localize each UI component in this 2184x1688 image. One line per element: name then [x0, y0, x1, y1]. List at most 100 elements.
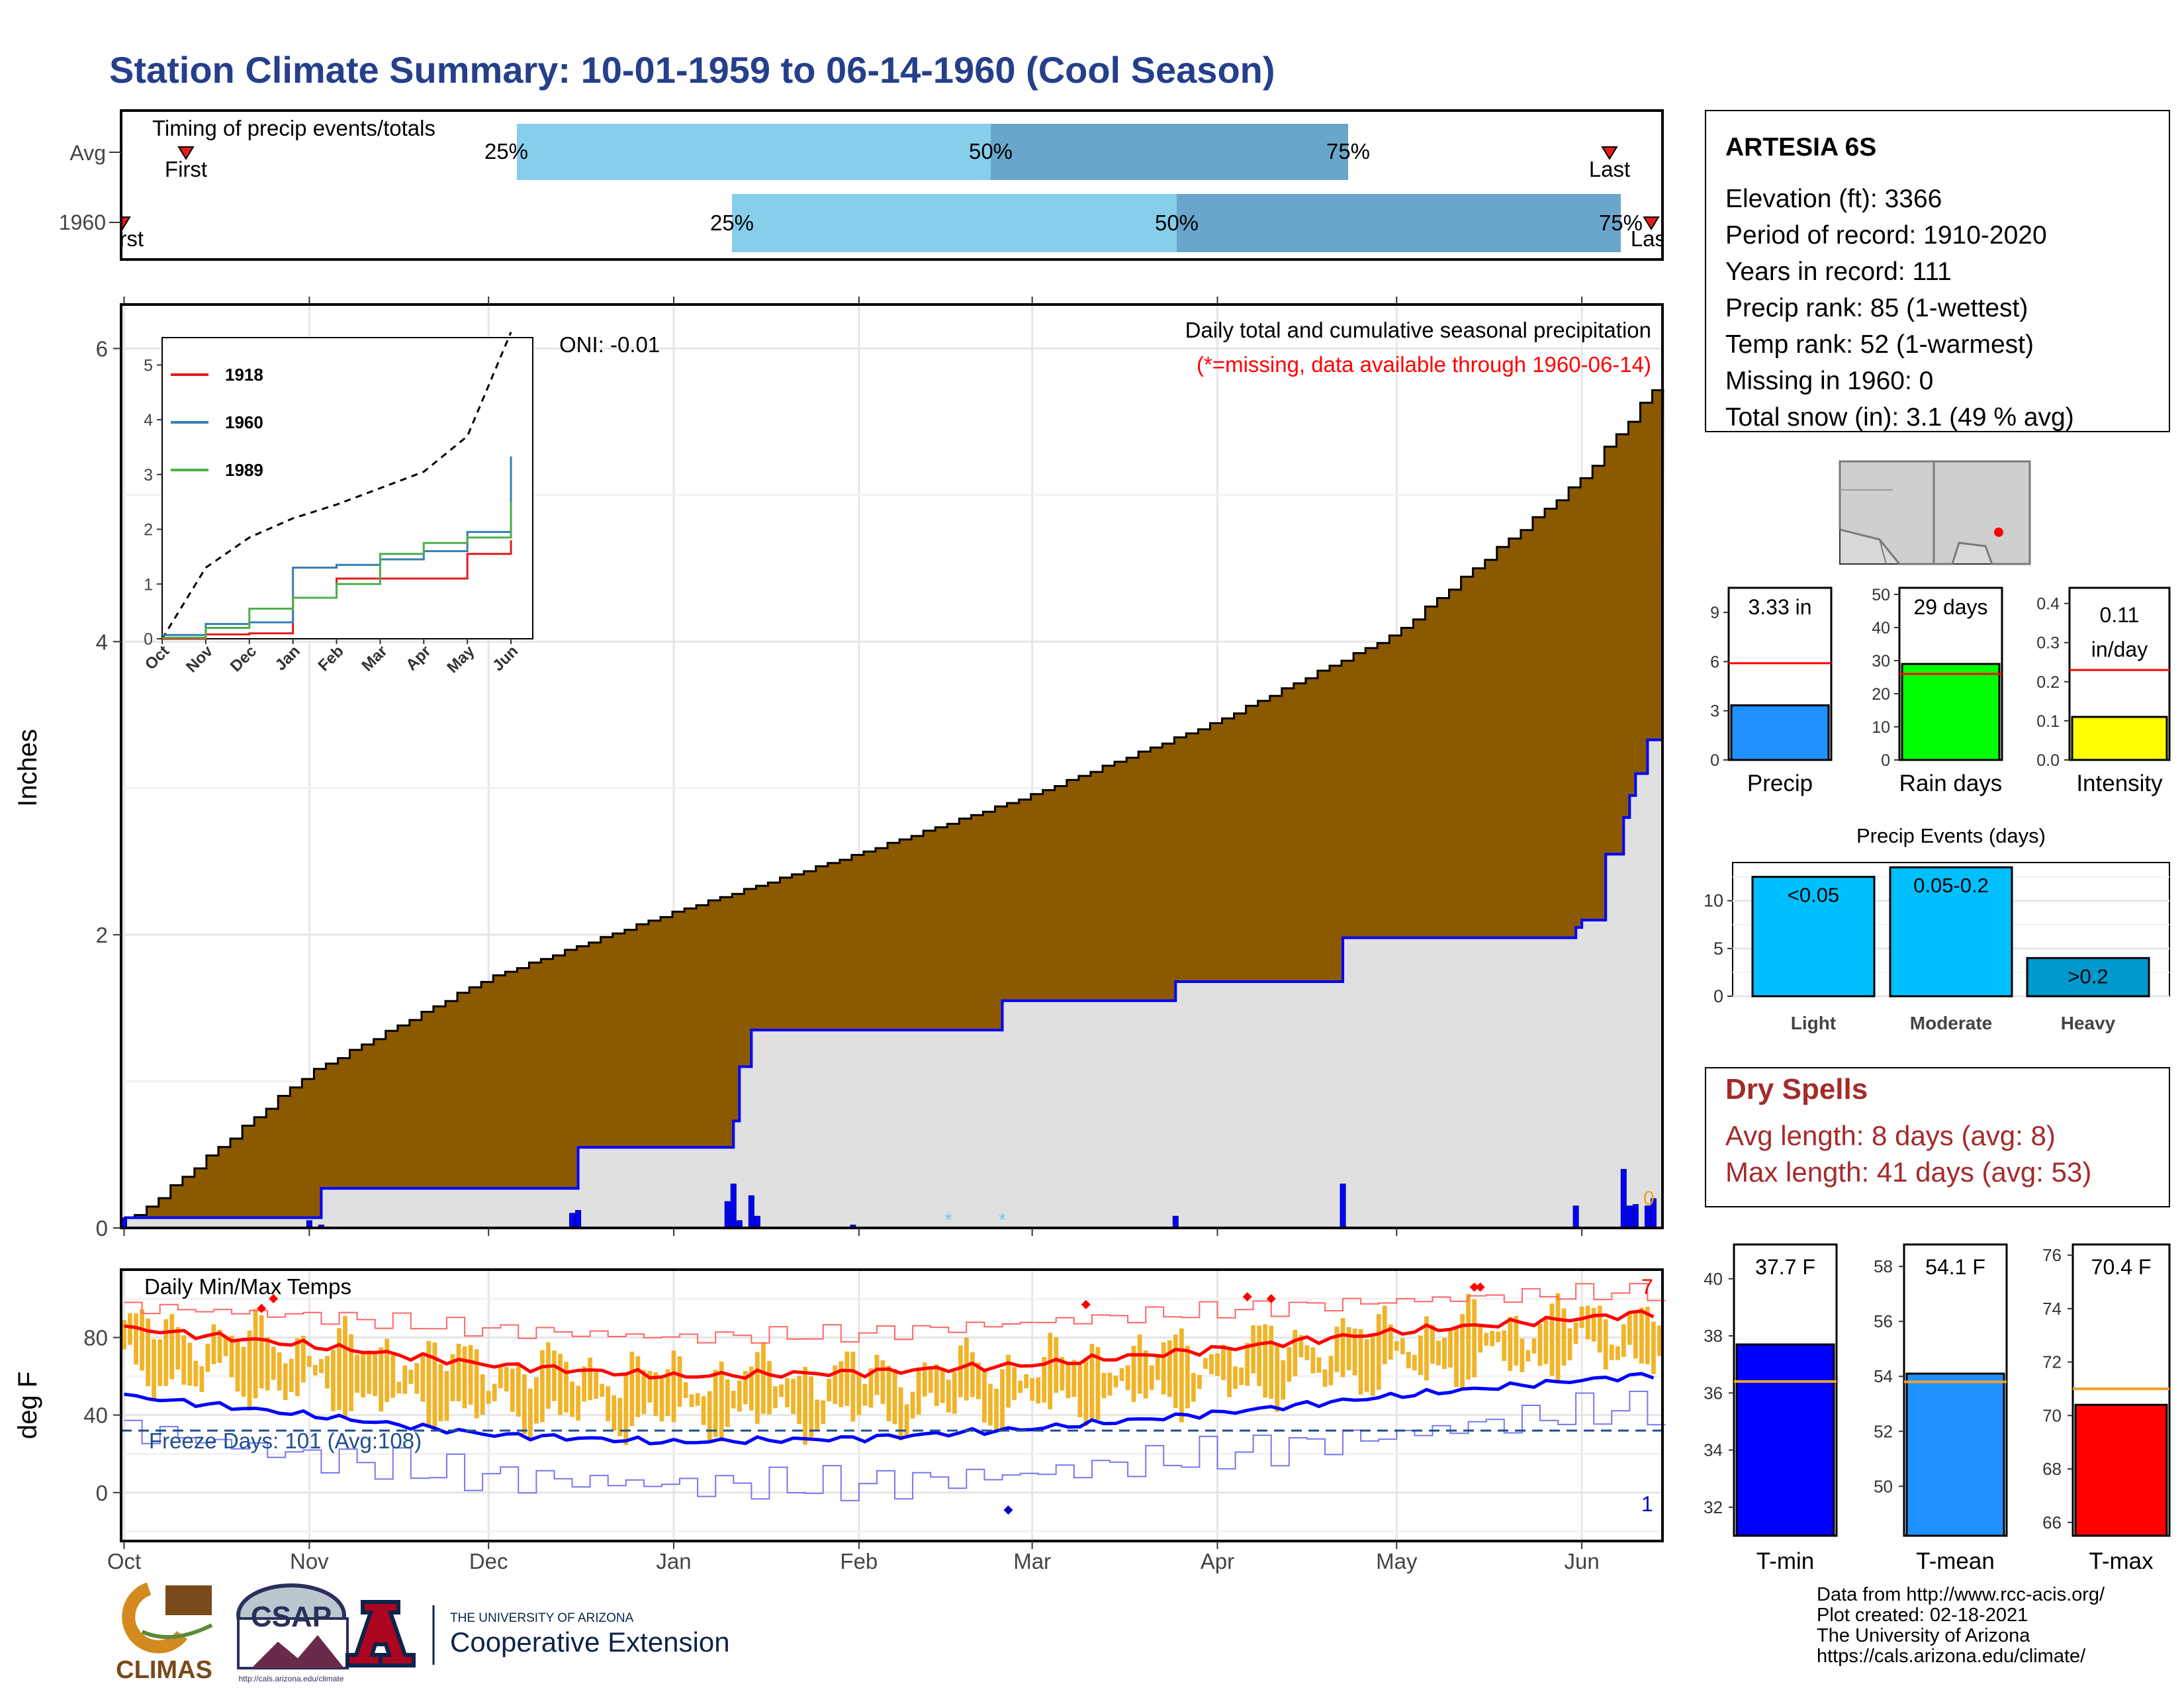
daily-temp-bar	[576, 1385, 580, 1421]
daily-temp-bar	[964, 1337, 969, 1401]
daily-temp-bar	[898, 1387, 903, 1441]
daily-temp-bar	[713, 1370, 718, 1437]
daily-temp-bar	[1089, 1344, 1095, 1419]
ua-small-text: THE UNIVERSITY OF ARIZONA	[450, 1611, 634, 1625]
daily-temp-bar	[994, 1388, 999, 1430]
daily-temp-bar	[952, 1372, 957, 1414]
timing-panel-frame	[120, 109, 1664, 261]
daily-temp-bar	[582, 1366, 587, 1402]
daily-temp-bar	[355, 1354, 359, 1393]
tmax-value-label: 70.4 F	[2091, 1255, 2152, 1279]
daily-temp-bar	[970, 1352, 975, 1397]
daily-precip-bar	[748, 1195, 754, 1229]
daily-temp-bar	[1042, 1357, 1047, 1403]
daily-temp-bar	[683, 1382, 688, 1398]
record-high-marker	[257, 1303, 267, 1313]
daily-temp-bar	[1215, 1353, 1220, 1376]
inset-legend: 1918 1960 1989	[171, 365, 263, 480]
daily-precip-bar	[1172, 1215, 1179, 1229]
daily-temp-bar	[725, 1379, 730, 1427]
intensity-unit-label: in/day	[2091, 637, 2148, 661]
daily-temp-bar	[516, 1364, 521, 1417]
station-years: Years in record: 111	[1725, 258, 1952, 286]
precip-bar	[1730, 704, 1830, 761]
timing-1960-first-label: First	[101, 226, 144, 251]
avg-max-line	[124, 1309, 1655, 1380]
daily-temp-bar	[1293, 1330, 1298, 1377]
daily-temp-bar	[570, 1382, 574, 1417]
daily-temp-bar	[1615, 1346, 1620, 1360]
inset-legend-1989: 1989	[225, 460, 263, 480]
daily-temp-bar	[1203, 1358, 1208, 1369]
timing-avg-bar-50-75	[991, 124, 1348, 180]
daily-temp-bar	[1275, 1345, 1280, 1412]
daily-temp-bar	[1298, 1335, 1304, 1358]
daily-temp-bar	[1233, 1366, 1238, 1389]
daily-temp-bar	[827, 1378, 832, 1402]
daily-temp-bar	[1131, 1346, 1136, 1402]
daily-temp-bar	[1227, 1348, 1232, 1397]
daily-temp-bar	[1591, 1307, 1596, 1342]
daily-temp-bar	[976, 1362, 981, 1399]
daily-temp-bar	[922, 1362, 927, 1397]
daily-temp-bar	[486, 1391, 491, 1404]
precip-y-axis-label: Inches	[13, 729, 42, 807]
daily-temp-bar	[468, 1344, 473, 1405]
daily-temp-bar	[1514, 1315, 1519, 1366]
daily-temp-bar	[1645, 1307, 1650, 1364]
daily-temp-bar	[1382, 1305, 1387, 1365]
daily-temp-bar	[1334, 1327, 1340, 1372]
timing-panel: Timing of precip events/totals First 25%…	[59, 109, 1664, 261]
station-temp-rank: Temp rank: 52 (1-warmest)	[1725, 330, 2034, 359]
daily-temp-bar	[1071, 1360, 1077, 1397]
tmin-tick-label: 34	[1704, 1440, 1723, 1460]
daily-temp-bar	[821, 1400, 826, 1425]
daily-temp-bar	[1418, 1335, 1423, 1376]
daily-temp-bar	[414, 1363, 420, 1394]
month-label-Dec: Dec	[469, 1549, 508, 1573]
daily-temp-bar	[283, 1363, 288, 1401]
daily-temp-bar	[1179, 1328, 1184, 1423]
daily-temp-bar	[1012, 1367, 1017, 1400]
daily-temp-bar	[1466, 1293, 1471, 1380]
precip-y-tick-label: 2	[96, 923, 108, 947]
tmax-tick-label: 76	[2042, 1245, 2062, 1265]
dry-spells-title: Dry Spells	[1725, 1073, 1868, 1105]
avg-min-line	[124, 1372, 1655, 1446]
events-category-label: Moderate	[1910, 1013, 1992, 1033]
daily-temp-bar	[701, 1396, 706, 1425]
daily-temp-bar	[904, 1404, 909, 1437]
daily-temp-bar	[868, 1368, 874, 1408]
daily-temp-bar	[426, 1340, 432, 1427]
daily-temp-bar	[623, 1375, 629, 1445]
daily-temp-bar	[1388, 1324, 1393, 1360]
intensity-tick-label: 0.4	[2036, 595, 2060, 614]
daily-temp-bar	[1621, 1324, 1626, 1357]
record-high-marker	[1469, 1282, 1479, 1292]
temp-panel-title: Daily Min/Max Temps	[144, 1274, 351, 1299]
daily-temp-bar	[815, 1399, 820, 1431]
climas-logo: CLIMAS	[116, 1582, 213, 1684]
timing-panel-label: Timing of precip events/totals	[152, 116, 435, 140]
tmean-tick-label: 50	[1874, 1476, 1893, 1496]
tmax-bar	[2074, 1403, 2168, 1537]
daily-temp-bar	[886, 1366, 891, 1422]
daily-temp-bar	[1221, 1344, 1226, 1380]
daily-temp-bar	[462, 1346, 467, 1409]
daily-precip-bar	[569, 1213, 576, 1229]
inset-line-1960	[162, 456, 512, 636]
daily-temp-bar	[880, 1360, 886, 1405]
timing-1960-last-marker	[1643, 216, 1660, 230]
daily-temp-bar	[420, 1356, 426, 1402]
daily-temp-bar	[803, 1366, 808, 1445]
tmin-value-label: 37.7 F	[1755, 1255, 1815, 1279]
daily-temp-bar	[1024, 1374, 1029, 1389]
daily-temp-bar	[1322, 1369, 1328, 1387]
timing-avg-first-label: First	[165, 157, 207, 181]
daily-temp-bar	[677, 1356, 682, 1407]
daily-temp-bar	[1048, 1333, 1053, 1409]
daily-temp-bar	[259, 1315, 264, 1389]
daily-temp-bar	[1502, 1330, 1507, 1361]
daily-temp-bar	[862, 1383, 868, 1406]
snow-marker: *	[944, 1209, 952, 1231]
